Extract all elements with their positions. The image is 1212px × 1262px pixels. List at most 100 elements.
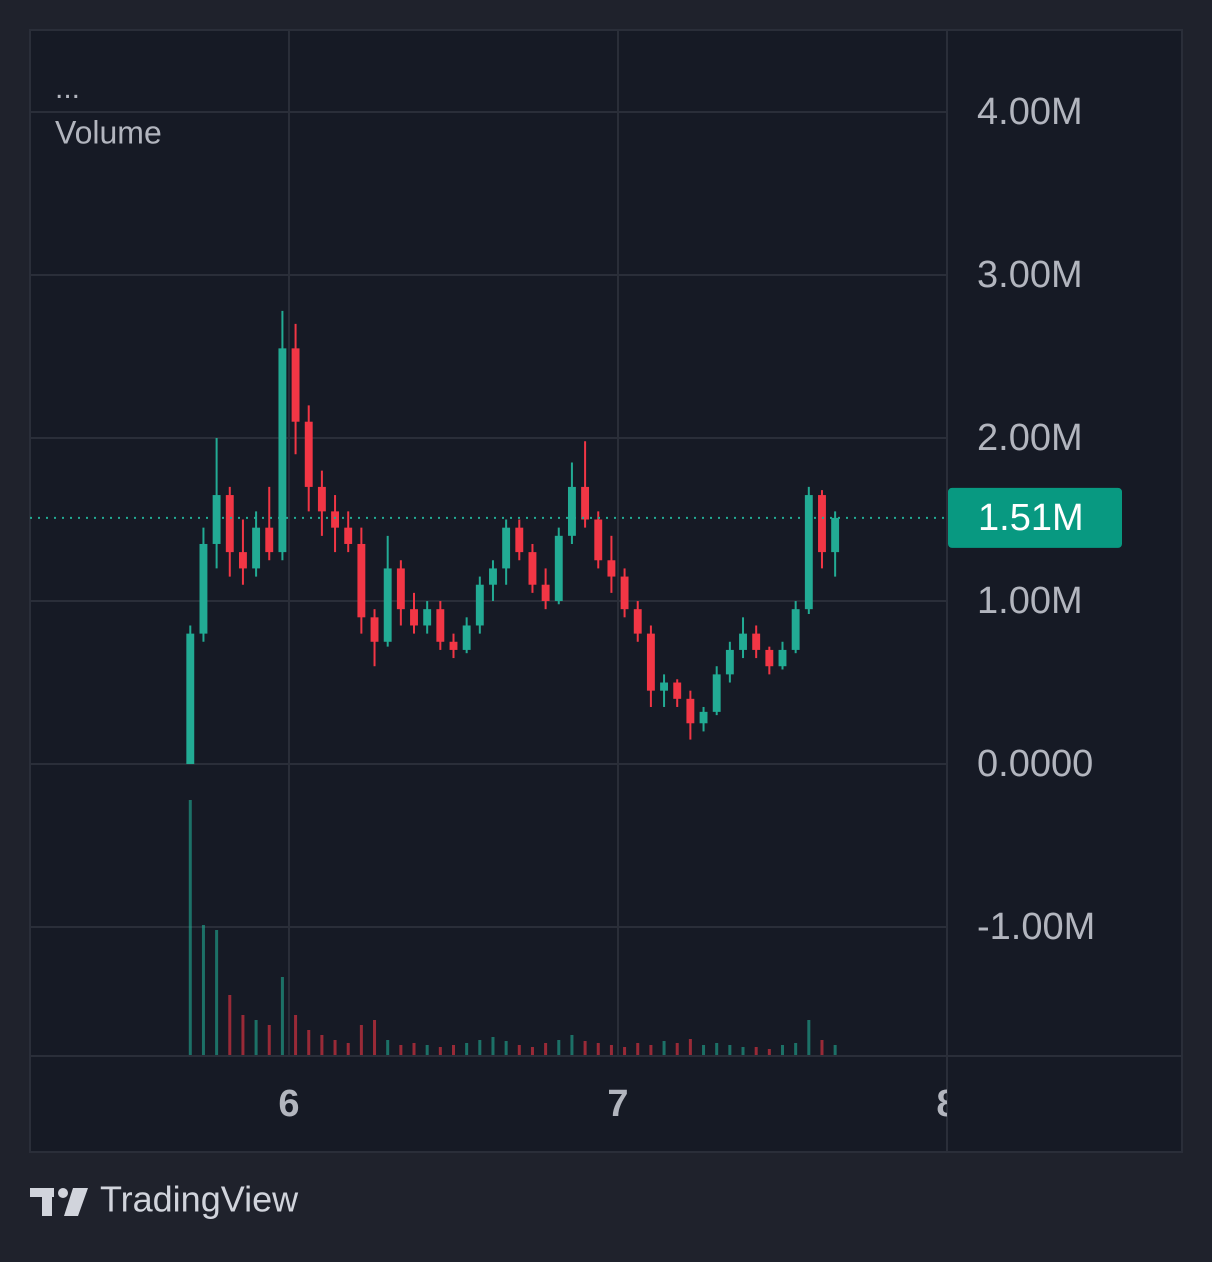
volume-bar [425,1045,429,1055]
volume-bar [438,1047,442,1055]
volume-bar [491,1037,495,1055]
volume-bar [583,1041,587,1055]
volume-bar [373,1020,377,1055]
candle-body [304,421,313,487]
candle-body [725,649,734,675]
volume-bar [820,1040,824,1055]
volume-bar [399,1045,403,1055]
candle-body [186,633,195,765]
volume-bar [688,1039,692,1055]
candle-body [449,641,458,650]
candle-body [212,495,221,544]
volume-bar [465,1043,469,1055]
volume-bar [359,1025,363,1055]
volume-bar [530,1047,534,1055]
candle-body [607,560,616,577]
y-tick-label: -1.00M [977,906,1095,948]
volume-bar [833,1045,837,1055]
volume-bar [241,1015,245,1055]
volume-bar [333,1040,337,1055]
candle-body [778,649,787,667]
volume-bar [649,1045,653,1055]
x-tick-label: 8 [936,1083,957,1125]
volume-bar [596,1043,600,1055]
candle-body [344,527,353,544]
candle-body [686,698,695,724]
candle-body [278,348,287,553]
volume-bar [517,1045,521,1055]
volume-bar [780,1045,784,1055]
volume-bar [188,800,192,1055]
y-tick-label: 3.00M [977,254,1083,296]
overlay: 1.51M [30,487,1122,548]
candle-body [475,584,484,626]
volume-bar [715,1043,719,1055]
last-price-label: 1.51M [978,497,1084,539]
candle-body [331,511,340,528]
volume-bar [294,1015,298,1055]
volume-bar [267,1025,271,1055]
candle-body [620,576,629,610]
volume-bar [254,1020,258,1055]
candle-body [804,495,813,610]
volume-bar [767,1049,771,1055]
candle-body [699,711,708,724]
candle-body [515,527,524,553]
candle-body [423,609,432,626]
volume-bars [188,800,837,1055]
volume-bar [662,1041,666,1055]
candle-body [410,609,418,626]
candle-body [225,495,234,553]
candle-body [712,674,721,712]
candle-body [594,519,603,561]
volume-bar [728,1045,732,1055]
candle-body [567,486,576,536]
candle-body [252,527,261,569]
candle-body [462,625,471,650]
price-axis: -1.00M 0.0000 1.00M 2.00M 3.00M 4.00M [977,91,1095,948]
candle-body [739,633,747,650]
volume-bar [754,1047,758,1055]
volume-bar [741,1047,745,1055]
y-tick-label: 4.00M [977,91,1083,133]
candle-body [633,609,642,634]
candle-body [489,568,497,585]
candle-body [199,543,208,634]
volume-bar [557,1040,561,1055]
volume-label: Volume [55,114,162,150]
candles [186,310,840,765]
volume-bar [320,1035,324,1055]
candle-body [528,552,537,585]
volume-bar [609,1045,613,1055]
candle-body [370,617,379,642]
volume-bar [675,1043,679,1055]
volume-bar [570,1035,574,1055]
candle-body [317,486,326,512]
candle-body [291,348,300,422]
volume-bar [228,995,232,1055]
candle-body [752,633,761,650]
volume-bar [623,1047,627,1055]
candle-body [818,495,826,553]
candle-body [238,552,247,569]
candle-body [396,568,405,610]
brand-name: TradingView [100,1179,299,1220]
volume-bar [504,1041,508,1055]
volume-bar [346,1043,350,1055]
volume-bar [386,1040,390,1055]
legend-menu[interactable]: ... [55,72,80,105]
candle-body [791,609,800,650]
y-tick-label: 2.00M [977,417,1083,459]
candle-body [554,535,563,602]
candle-body [357,543,366,618]
volume-bar [702,1045,706,1055]
candle-body [502,527,511,569]
candle-body [383,568,392,642]
volume-bar [451,1045,455,1055]
x-tick-label: 7 [607,1083,628,1125]
volume-bar [478,1040,482,1055]
candle-body [646,633,655,691]
volume-bar [215,930,219,1055]
volume-bar [412,1043,416,1055]
